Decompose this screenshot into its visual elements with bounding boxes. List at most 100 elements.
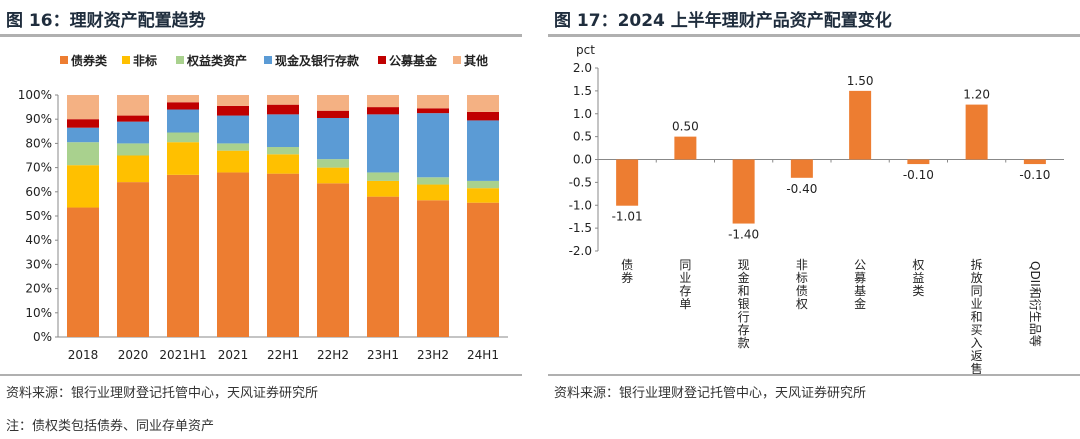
y-tick-label: -2.0 <box>569 244 592 258</box>
stacked-bar-chart: 债券类 非标 权益类资产 现金及银行存款 公募基金 其他 0% 10% 20% 30% 40% 50%… <box>18 53 508 362</box>
bar-segment <box>467 120 499 181</box>
left-top-rule <box>0 34 522 37</box>
bar-segment <box>367 107 399 115</box>
x-tick-label: 非标债权 <box>796 258 808 311</box>
left-chart-title: 图 16：理财资产配置趋势 <box>6 11 206 31</box>
y-tick-label: 100% <box>18 88 52 102</box>
x-tick-label: 拆放同业和买入返售 <box>971 257 983 376</box>
x-tick-label: 现金和银行存款 <box>738 258 750 350</box>
legend-label: 现金及银行存款 <box>275 53 360 68</box>
bar-segment <box>267 114 299 148</box>
x-tick-label: 2021H1 <box>159 348 206 362</box>
bar-segment <box>217 115 249 144</box>
x-tick-label: 2018 <box>68 348 99 362</box>
left-panel: 图 16：理财资产配置趋势 债券类 非标 权益类资产 现金及银行存款 公募基金 其他 0% 1… <box>0 0 522 439</box>
bar-segment <box>167 142 199 175</box>
left-note-text: 注：债权类包括债券、同业存单资产 <box>6 419 215 434</box>
bar-segment <box>467 95 499 112</box>
bar-segment <box>117 182 149 337</box>
legend-swatch <box>378 56 386 64</box>
bar <box>849 90 872 160</box>
bar-segment <box>217 150 249 173</box>
legend-label: 债券类 <box>71 53 108 68</box>
legend-label: 其他 <box>464 53 488 68</box>
y-tick-label: -1.0 <box>569 198 592 212</box>
bar-segment <box>117 155 149 183</box>
legend-swatch <box>264 56 272 64</box>
bar-segment <box>267 154 299 174</box>
bar-segment <box>317 159 349 168</box>
x-tick-label: 权益类 <box>912 258 924 298</box>
y-tick-label: 2.0 <box>573 61 592 75</box>
bar-segment <box>167 95 199 103</box>
data-label: -1.40 <box>728 228 759 242</box>
x-tick-label: 22H2 <box>317 348 349 362</box>
legend-swatch <box>122 56 130 64</box>
right-chart-title: 图 17：2024 上半年理财产品资产配置变化 <box>554 11 892 31</box>
bar-segment <box>367 180 399 197</box>
bar <box>790 159 813 178</box>
bar-segment <box>167 132 199 143</box>
bar-segment <box>267 147 299 155</box>
y-tick-label: 30% <box>25 257 52 271</box>
bar-segment <box>367 95 399 108</box>
bar-segment <box>417 95 449 109</box>
data-label: -0.10 <box>903 168 934 182</box>
x-tick-label: 同业存单 <box>679 258 691 311</box>
bar-segment <box>117 115 149 122</box>
bar-segment <box>267 173 299 337</box>
bar-segment <box>67 127 99 143</box>
x-tick-label: 债券 <box>621 258 633 285</box>
bar <box>732 159 755 224</box>
x-tick-label: 24H1 <box>467 348 499 362</box>
bar-segment <box>67 207 99 337</box>
bar-segment <box>467 188 499 203</box>
bar-segment <box>317 95 349 111</box>
bar-segment <box>367 114 399 173</box>
y-tick-label: 10% <box>25 306 52 320</box>
bar-segment <box>117 95 149 116</box>
y-tick-label: 1.0 <box>573 107 592 121</box>
bar-segment <box>67 165 99 208</box>
data-label: 1.50 <box>847 74 874 88</box>
bar-segment <box>217 143 249 151</box>
data-label: 1.20 <box>963 88 990 102</box>
bar-segment <box>417 108 449 114</box>
bar <box>616 159 639 206</box>
y-tick-label: 40% <box>25 233 52 247</box>
y-tick-label: 90% <box>25 112 52 126</box>
legend-swatch <box>453 56 461 64</box>
bar-segment <box>367 172 399 181</box>
right-panel: 图 17：2024 上半年理财产品资产配置变化 pct 2.0 1.5 1.0 0.5 0… <box>548 0 1080 439</box>
bar-segment <box>267 104 299 115</box>
data-label: 0.50 <box>672 120 699 134</box>
x-tick-label: QDII和衍生品等 <box>1028 261 1042 347</box>
left-source-text: 资料来源：银行业理财登记托管中心，天风证券研究所 <box>6 386 319 401</box>
legend-label: 公募基金 <box>389 53 438 68</box>
y-tick-label: 0% <box>33 330 52 344</box>
bar-segment <box>167 174 199 337</box>
right-top-rule <box>548 34 1080 37</box>
y-tick-label: 60% <box>25 185 52 199</box>
bar-segment <box>467 202 499 337</box>
bar-segment <box>467 180 499 189</box>
left-bottom-rule <box>0 374 522 376</box>
bar-segment <box>217 105 249 116</box>
y-tick-label: 1.5 <box>573 84 592 98</box>
y-tick-label: -0.5 <box>569 175 592 189</box>
legend-swatch <box>60 56 68 64</box>
legend-label: 非标 <box>133 53 157 68</box>
bar-segment <box>417 184 449 201</box>
bar-segment <box>217 95 249 106</box>
bar-segment <box>417 113 449 178</box>
bar-segment <box>317 110 349 118</box>
x-tick-label: 22H1 <box>267 348 299 362</box>
bar-segment <box>417 200 449 337</box>
x-tick-label: 23H1 <box>367 348 399 362</box>
bar-segment <box>117 121 149 144</box>
y-tick-label: 80% <box>25 136 52 150</box>
bar <box>1023 159 1046 165</box>
bar-segment <box>417 177 449 185</box>
bar-segment <box>217 172 249 337</box>
y-tick-label: 70% <box>25 161 52 175</box>
